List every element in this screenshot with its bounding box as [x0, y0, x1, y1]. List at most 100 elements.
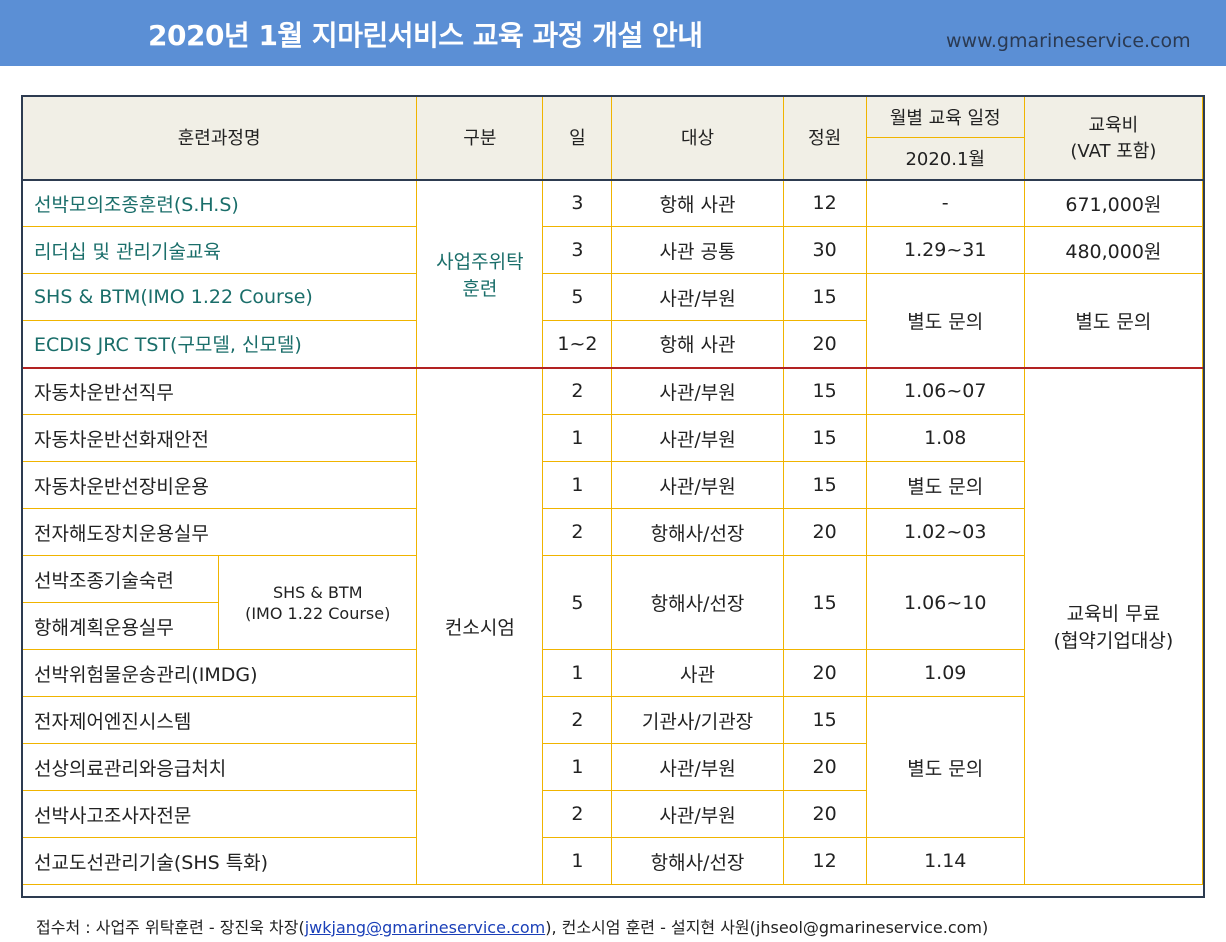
- table-row: 리더십 및 관리기술교육 3 사관 공통 30 1.29~31 480,000원: [20, 226, 1204, 274]
- header-schedule: 월별 교육 일정: [865, 95, 1025, 138]
- course-name: 자동차운반선장비운용: [20, 461, 418, 509]
- course-name: 전자제어엔진시스템: [20, 696, 418, 744]
- header-days: 일: [542, 95, 613, 180]
- header-capacity: 정원: [782, 95, 867, 180]
- course-name: 선박위험물운송관리(IMDG): [20, 649, 418, 697]
- capacity-cell: 12: [782, 837, 867, 885]
- course-name: 항해계획운용실무: [20, 602, 220, 650]
- course-name: 선박사고조사자전문: [20, 790, 418, 838]
- table-row: ECDIS JRC TST(구모델, 신모델) 1~2 항해 사관 20: [20, 320, 1203, 368]
- header-target: 대상: [611, 95, 784, 180]
- course-note-line1: SHS & BTM: [272, 582, 363, 602]
- fee-cell: 별도 문의: [1023, 273, 1204, 368]
- schedule-cell: 별도 문의: [865, 273, 1025, 368]
- table-row: 선박조종기술숙련 SHS & BTM (IMO 1.22 Course) 5 항…: [20, 555, 1203, 650]
- header-fee-line1: 교육비: [1088, 115, 1139, 137]
- course-name: 선상의료관리와응급처치: [20, 743, 418, 791]
- target-cell: 사관 공통: [611, 226, 784, 274]
- header-category: 구분: [416, 95, 544, 180]
- schedule-cell: 별도 문의: [865, 461, 1025, 509]
- target-cell: 사관/부원: [611, 414, 784, 462]
- schedule-cell: 1.08: [865, 414, 1025, 462]
- course-note-cell: SHS & BTM (IMO 1.22 Course): [218, 555, 418, 650]
- category-cell: 사업주위탁 훈련: [416, 178, 544, 368]
- capacity-cell: 20: [782, 508, 867, 556]
- course-name: 선교도선관리기술(SHS 특화): [20, 837, 418, 885]
- footer-rest: ), 컨소시엄 훈련 - 설지현 사원(jhseol@gmarineservic…: [545, 918, 989, 937]
- days-cell: 2: [542, 508, 613, 556]
- schedule-cell: 1.29~31: [865, 226, 1025, 274]
- capacity-cell: 15: [782, 273, 867, 321]
- capacity-cell: 15: [782, 555, 867, 650]
- days-cell: 2: [542, 696, 613, 744]
- course-name: 선박모의조종훈련(S.H.S): [20, 178, 418, 227]
- days-cell: 2: [542, 366, 613, 415]
- course-name: ECDIS JRC TST(구모델, 신모델): [20, 320, 418, 368]
- fee-cell: 671,000원: [1023, 178, 1204, 227]
- target-cell: 항해사/선장: [611, 508, 784, 556]
- days-cell: 1: [542, 649, 613, 697]
- capacity-cell: 15: [782, 696, 867, 744]
- course-note-line2: (IMO 1.22 Course): [245, 603, 391, 623]
- table-row: 전자해도장치운용실무 2 항해사/선장 20 1.02~03: [20, 508, 1203, 556]
- contact-footer: 접수처 : 사업주 위탁훈련 - 장진욱 차장(jwkjang@gmarines…: [36, 914, 988, 938]
- table-row: 선박위험물운송관리(IMDG) 1 사관 20 1.09: [20, 649, 1203, 697]
- category-cell: 컨소시엄: [416, 366, 544, 885]
- schedule-cell: 1.09: [865, 649, 1025, 697]
- days-cell: 1: [542, 837, 613, 885]
- page-title: 2020년 1월 지마린서비스 교육 과정 개설 안내: [148, 19, 703, 52]
- category-line1: 사업주위탁: [436, 250, 524, 273]
- table-row: 자동차운반선직무 컨소시엄 2 사관/부원 15 1.06~07 교육비 무료 …: [20, 366, 1204, 885]
- header-course: 훈련과정명: [20, 95, 418, 180]
- schedule-cell: 1.02~03: [865, 508, 1025, 556]
- table-row: SHS & BTM(IMO 1.22 Course) 5 사관/부원 15 별도…: [20, 273, 1204, 368]
- fee-line2: (협약기업대상): [1053, 630, 1174, 653]
- course-name: 자동차운반선직무: [20, 366, 418, 415]
- capacity-cell: 20: [782, 320, 867, 368]
- schedule-cell: 별도 문의: [865, 696, 1025, 838]
- target-cell: 항해 사관: [611, 320, 784, 368]
- target-cell: 사관/부원: [611, 273, 784, 321]
- schedule-cell: 1.14: [865, 837, 1025, 885]
- days-cell: 5: [542, 555, 613, 650]
- fee-line1: 교육비 무료: [1066, 603, 1161, 626]
- website-link[interactable]: www.gmarineservice.com: [946, 30, 1191, 52]
- course-schedule-table: 훈련과정명 구분 일 대상 정원 월별 교육 일정 교육비 (VAT 포함) 2…: [20, 95, 1204, 885]
- target-cell: 항해 사관: [611, 178, 784, 227]
- table-row: 자동차운반선화재안전 1 사관/부원 15 1.08: [20, 414, 1203, 462]
- course-name: 전자해도장치운용실무: [20, 508, 418, 556]
- capacity-cell: 20: [782, 790, 867, 838]
- category-line2: 훈련: [462, 277, 498, 300]
- course-name: SHS & BTM(IMO 1.22 Course): [20, 273, 418, 321]
- capacity-cell: 15: [782, 414, 867, 462]
- page-header: 2020년 1월 지마린서비스 교육 과정 개설 안내 www.gmarines…: [0, 0, 1226, 66]
- days-cell: 1: [542, 414, 613, 462]
- course-name: 자동차운반선화재안전: [20, 414, 418, 462]
- days-cell: 1: [542, 461, 613, 509]
- capacity-cell: 15: [782, 366, 867, 415]
- table-row: 선박사고조사자전문 2 사관/부원 20: [20, 790, 1203, 838]
- schedule-cell: -: [865, 178, 1025, 227]
- days-cell: 1~2: [542, 320, 613, 368]
- days-cell: 3: [542, 226, 613, 274]
- fee-cell: 480,000원: [1023, 226, 1204, 274]
- table-row: 선교도선관리기술(SHS 특화) 1 항해사/선장 12 1.14: [20, 837, 1203, 885]
- footer-prefix: 접수처 : 사업주 위탁훈련 - 장진욱 차장(: [36, 918, 305, 937]
- target-cell: 사관/부원: [611, 461, 784, 509]
- schedule-cell: 1.06~10: [865, 555, 1025, 650]
- capacity-cell: 20: [782, 743, 867, 791]
- capacity-cell: 20: [782, 649, 867, 697]
- table-row: 자동차운반선장비운용 1 사관/부원 15 별도 문의: [20, 461, 1203, 509]
- capacity-cell: 15: [782, 461, 867, 509]
- days-cell: 3: [542, 178, 613, 227]
- header-fee-line2: (VAT 포함): [1070, 141, 1157, 163]
- target-cell: 사관/부원: [611, 790, 784, 838]
- target-cell: 사관: [611, 649, 784, 697]
- target-cell: 사관/부원: [611, 366, 784, 415]
- target-cell: 항해사/선장: [611, 837, 784, 885]
- days-cell: 2: [542, 790, 613, 838]
- days-cell: 1: [542, 743, 613, 791]
- contact-email-link[interactable]: jwkjang@gmarineservice.com: [304, 918, 546, 937]
- capacity-cell: 12: [782, 178, 867, 227]
- course-name: 선박조종기술숙련: [20, 555, 220, 603]
